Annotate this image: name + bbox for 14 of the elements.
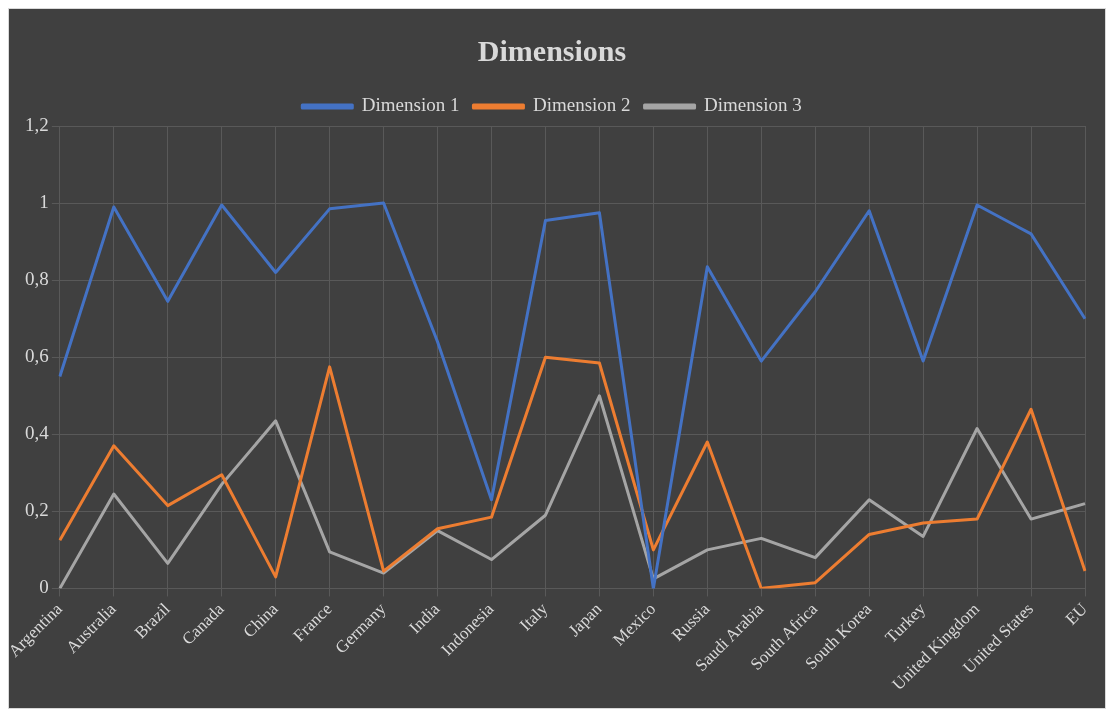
- x-tick-label: India: [405, 598, 444, 638]
- y-tick-label: 0,6: [25, 345, 49, 367]
- y-tick-label: 1,2: [25, 113, 49, 135]
- x-tick-label: EU: [1061, 599, 1091, 629]
- chart-title: Dimensions: [477, 33, 627, 67]
- y-tick-label: 0,8: [25, 268, 49, 290]
- y-tick-label: 0,4: [25, 422, 50, 444]
- y-tick-label: 0: [39, 576, 49, 598]
- legend-label: Dimension 3: [704, 94, 802, 116]
- y-tick-label: 1: [39, 191, 49, 213]
- y-tick-label: 0,2: [25, 499, 49, 521]
- x-tick-label: Italy: [515, 598, 552, 635]
- legend-label: Dimension 2: [532, 94, 631, 116]
- legend-label: Dimension 1: [361, 94, 460, 116]
